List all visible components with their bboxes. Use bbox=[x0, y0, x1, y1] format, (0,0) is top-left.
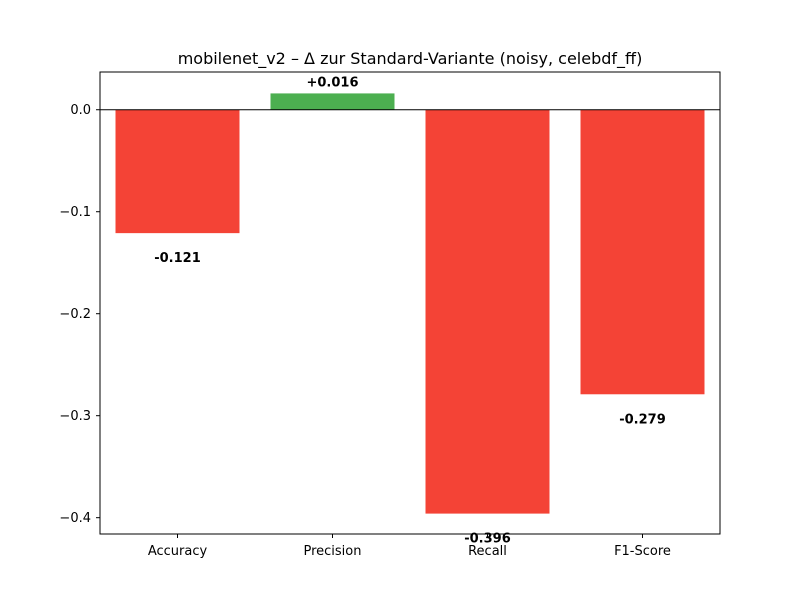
plot-frame bbox=[99, 71, 721, 535]
y-tick-label: −0.2 bbox=[59, 307, 91, 322]
data-labels-layer: -0.121 +0.016 -0.396 -0.279 bbox=[154, 75, 666, 546]
bar-accuracy bbox=[115, 109, 240, 234]
data-label: -0.121 bbox=[154, 251, 201, 266]
bar-f1-score bbox=[580, 109, 705, 395]
data-label: -0.279 bbox=[619, 412, 666, 427]
bars-layer bbox=[115, 93, 705, 514]
data-label: +0.016 bbox=[306, 75, 358, 90]
y-axis: 0.0 −0.1 −0.2 −0.3 −0.4 bbox=[59, 103, 100, 526]
y-tick-label: −0.4 bbox=[59, 511, 91, 526]
bar-precision bbox=[270, 93, 395, 110]
y-tick-label: −0.1 bbox=[59, 205, 91, 220]
x-tick-label: Precision bbox=[303, 544, 361, 559]
x-tick-label: Accuracy bbox=[148, 544, 208, 559]
chart-title: mobilenet_v2 – Δ zur Standard-Variante (… bbox=[178, 49, 643, 69]
y-tick-label: 0.0 bbox=[70, 103, 91, 118]
data-label: -0.396 bbox=[464, 532, 511, 547]
x-axis: Accuracy Precision Recall F1-Score bbox=[148, 534, 671, 559]
x-tick-label: Recall bbox=[468, 544, 507, 559]
bar-recall bbox=[425, 109, 550, 514]
y-tick-label: −0.3 bbox=[59, 409, 91, 424]
x-tick-label: F1-Score bbox=[614, 544, 671, 559]
